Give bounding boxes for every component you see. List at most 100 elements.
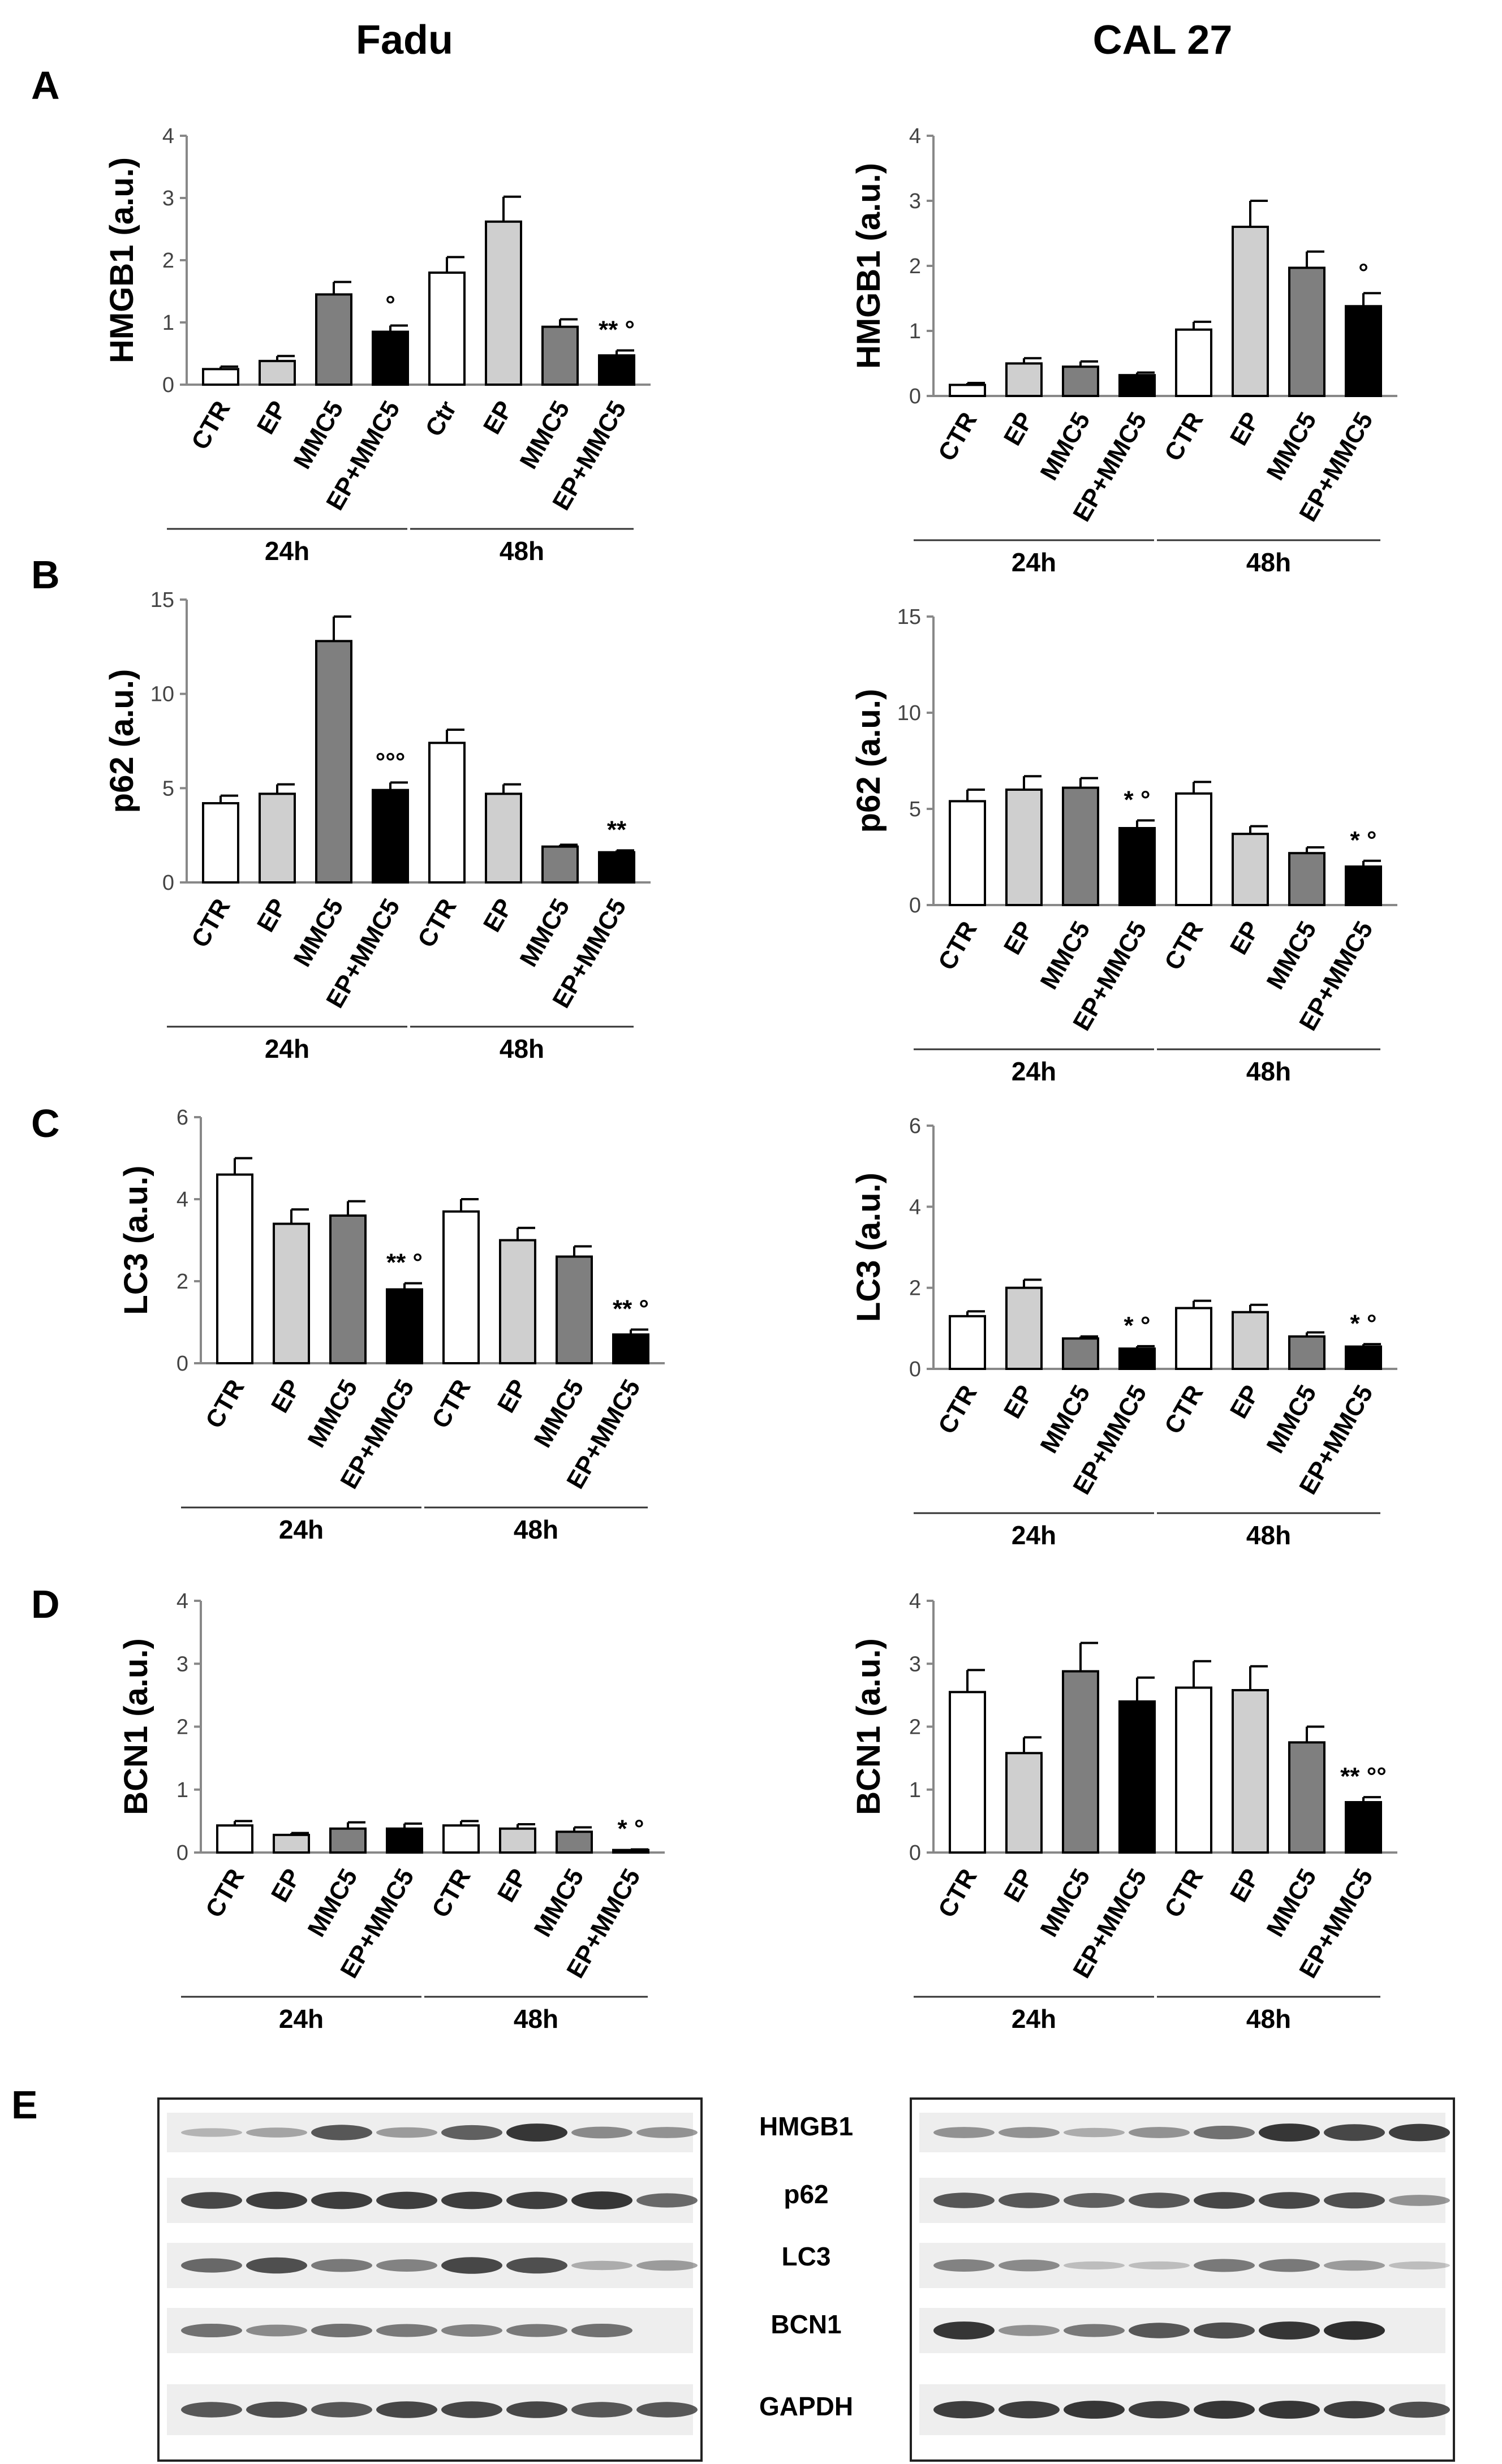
category-label: CTR	[186, 894, 236, 953]
blot-band	[999, 2192, 1060, 2208]
y-axis-label: LC3 (a.u.)	[850, 1173, 887, 1322]
y-tick-label: 4	[909, 1589, 921, 1613]
y-tick-label: 3	[177, 1652, 188, 1676]
category-label: MMC5	[514, 397, 575, 474]
bar-48h-EP	[1232, 1311, 1269, 1371]
blot-strip	[167, 2113, 693, 2152]
blot-band	[1324, 2124, 1385, 2141]
blot-band	[933, 2127, 995, 2138]
blot-band	[181, 2258, 242, 2273]
blot-band	[376, 2324, 437, 2337]
bar-24h-CTR	[202, 802, 239, 884]
blot-label-hmgb1: HMGB1	[759, 2112, 853, 2141]
blot-band	[311, 2402, 372, 2418]
bar-24h-EP	[1005, 1752, 1043, 1854]
y-tick-label: 4	[909, 1195, 921, 1219]
blot-band	[246, 2324, 307, 2337]
bar-48h-EP+MMC5	[1345, 1801, 1382, 1854]
category-label: MMC5	[1261, 1864, 1322, 1942]
blot-label-gapdh: GAPDH	[759, 2392, 853, 2421]
time-group-label: 48h	[514, 1515, 558, 1544]
bar-48h-CTR	[1175, 792, 1212, 907]
time-group-label: 24h	[1012, 1520, 1056, 1550]
time-group-label: 24h	[1012, 1057, 1056, 1086]
blot-band	[1324, 2192, 1385, 2209]
blot-band	[1129, 2323, 1190, 2338]
category-label: MMC5	[288, 397, 348, 474]
category-label: CTR	[186, 397, 236, 455]
blot-label-bcn1: BCN1	[771, 2310, 841, 2339]
bar-48h-EP+MMC5	[612, 1333, 649, 1364]
significance-label: ** °	[599, 316, 635, 344]
category-label: MMC5	[528, 1864, 589, 1942]
category-label: EP	[999, 1864, 1039, 1907]
bar-24h-EP+MMC5	[1118, 827, 1156, 906]
panel-letter-d: D	[31, 1582, 60, 1626]
blot-band	[1064, 2261, 1125, 2270]
bar-24h-EP+MMC5	[372, 789, 409, 884]
category-label: MMC5	[1035, 408, 1095, 485]
bar-24h-CTR	[949, 1691, 986, 1854]
category-label: EP	[1225, 917, 1266, 959]
bar-24h-CTR	[949, 1315, 986, 1370]
panel-letter-a: A	[31, 63, 60, 107]
y-tick-label: 2	[909, 1716, 921, 1739]
bar-48h-EP	[1232, 1688, 1269, 1854]
blot-band	[1259, 2192, 1320, 2209]
blot-band	[1324, 2321, 1385, 2340]
bar-48h-EP	[485, 792, 522, 884]
bar-48h-MMC5	[1288, 852, 1325, 906]
blot-band	[311, 2191, 372, 2209]
time-group-label: 24h	[1012, 548, 1056, 577]
blot-band	[636, 2127, 698, 2138]
y-tick-label: 0	[162, 373, 174, 397]
blot-band	[999, 2325, 1060, 2336]
y-tick-label: 1	[177, 1778, 188, 1802]
category-label: CTR	[427, 1864, 476, 1923]
blot-band	[571, 2191, 632, 2209]
blot-band	[1194, 2322, 1255, 2339]
bar-24h-EP+MMC5	[386, 1827, 423, 1854]
blot-band	[999, 2401, 1060, 2419]
blot-band	[441, 2324, 502, 2337]
column-title-fadu: Fadu	[356, 18, 453, 63]
western-blot-right	[910, 2097, 1455, 2462]
y-axis-label: LC3 (a.u.)	[118, 1165, 154, 1315]
y-tick-label: 5	[909, 798, 921, 821]
bar-48h-MMC5	[1288, 1335, 1325, 1371]
blot-band	[1194, 2259, 1255, 2272]
blot-band	[1194, 2192, 1255, 2209]
bar-24h-MMC5	[329, 1214, 367, 1364]
blot-band	[1324, 2401, 1385, 2419]
y-tick-label: 0	[909, 1841, 921, 1865]
blot-band	[1129, 2261, 1190, 2270]
category-label: EP	[492, 1375, 533, 1418]
significance-label: * °	[1350, 1309, 1377, 1337]
blot-band	[933, 2321, 995, 2340]
bar-48h-EP	[1232, 226, 1269, 397]
category-label: EP	[266, 1375, 307, 1418]
category-label: CTR	[933, 408, 983, 466]
category-label: EP	[478, 894, 519, 937]
category-label: CTR	[412, 894, 462, 953]
y-tick-label: 2	[162, 249, 174, 273]
time-group-label: 48h	[514, 2004, 558, 2034]
blot-band	[571, 2402, 632, 2418]
blot-label-lc3: LC3	[782, 2242, 831, 2271]
bar-24h-EP	[1005, 1286, 1043, 1371]
category-label: MMC5	[1035, 1381, 1095, 1458]
blot-band	[636, 2193, 698, 2208]
y-tick-label: 15	[150, 588, 174, 612]
bar-24h-CTR	[949, 800, 986, 907]
bar-24h-MMC5	[315, 293, 352, 386]
blot-band	[999, 2127, 1060, 2138]
bar-24h-MMC5	[1062, 365, 1099, 397]
significance-label: °	[1358, 259, 1368, 286]
y-tick-label: 4	[162, 124, 174, 148]
category-label: CTR	[200, 1375, 250, 1433]
bar-48h-CTR	[1175, 1686, 1212, 1854]
